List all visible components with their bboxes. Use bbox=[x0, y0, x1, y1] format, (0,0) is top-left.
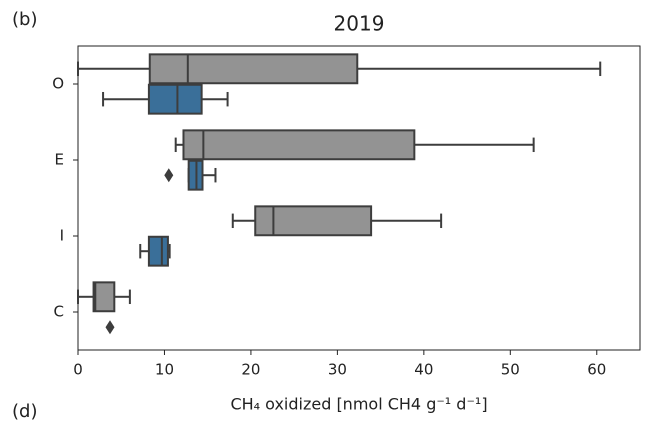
outlier bbox=[105, 320, 115, 335]
plot-frame bbox=[77, 45, 641, 351]
x-tick-label: 50 bbox=[501, 361, 520, 379]
chart-title: 2019 bbox=[334, 12, 385, 36]
box bbox=[92, 281, 116, 313]
y-tick-label: I bbox=[60, 227, 64, 245]
box bbox=[147, 83, 203, 115]
box bbox=[254, 205, 373, 237]
x-tick-label: 40 bbox=[414, 361, 433, 379]
box bbox=[147, 235, 169, 267]
x-tick-label: 10 bbox=[155, 361, 174, 379]
x-tick-label: 60 bbox=[587, 361, 606, 379]
panel-label: (d) bbox=[12, 401, 37, 422]
x-tick-label: 30 bbox=[328, 361, 347, 379]
outlier bbox=[164, 168, 174, 183]
x-axis-label: CH₄ oxidized [nmol CH4 g⁻¹ d⁻¹] bbox=[230, 395, 487, 414]
y-tick-label: E bbox=[55, 151, 64, 169]
panel-label: (b) bbox=[12, 9, 37, 30]
x-tick-label: 0 bbox=[73, 361, 83, 379]
y-tick-label: O bbox=[52, 75, 64, 93]
box bbox=[148, 53, 359, 85]
x-tick-label: 20 bbox=[241, 361, 260, 379]
box bbox=[182, 129, 416, 161]
y-tick-label: C bbox=[54, 303, 64, 321]
